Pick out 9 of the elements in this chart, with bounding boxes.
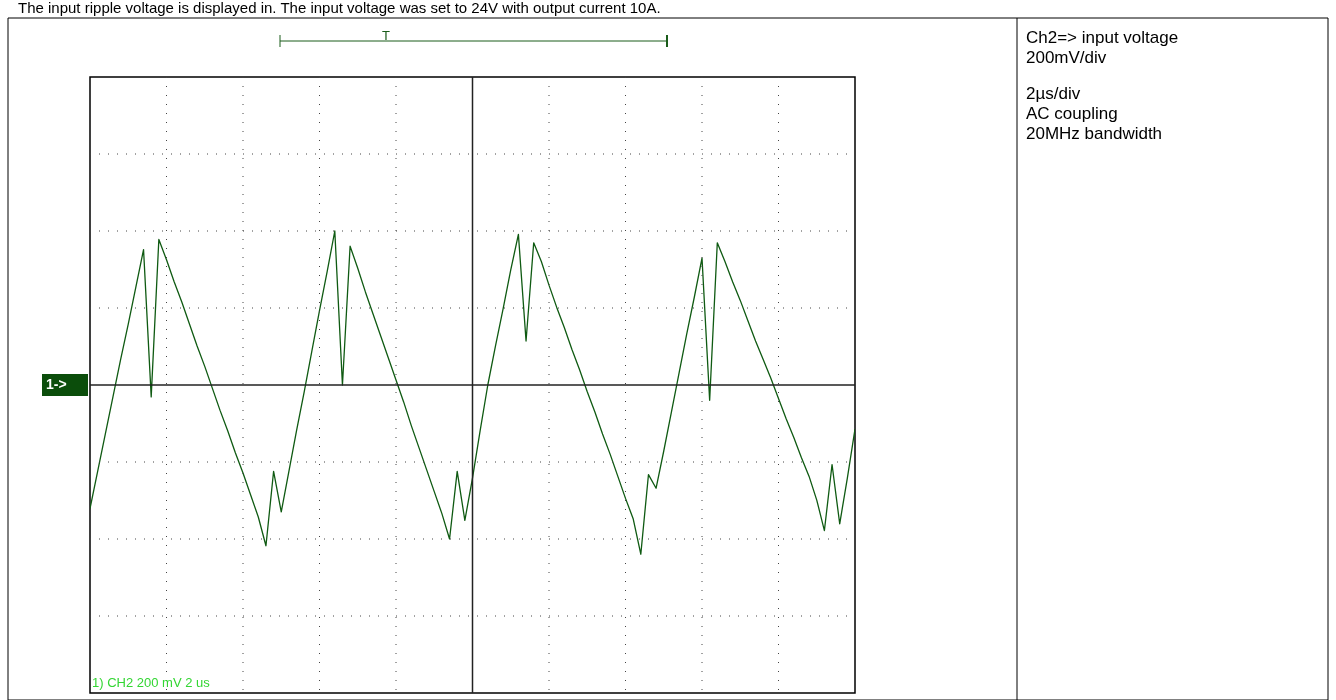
text: 20MHz bandwidth — [1026, 124, 1163, 143]
text: 200mV/div — [1026, 48, 1107, 67]
chart-title: The input ripple voltage is displayed in. The input voltage was set to 24V with output current 10A. — [18, 0, 661, 16]
text: AC coupling — [1026, 104, 1118, 123]
text: 1) CH2 200 mV 2 us — [92, 675, 211, 690]
text: T — [382, 28, 391, 43]
text: 1-> — [46, 376, 67, 392]
text: 2µs/div — [1026, 84, 1081, 103]
text: Ch2=> input voltage — [1026, 28, 1179, 47]
